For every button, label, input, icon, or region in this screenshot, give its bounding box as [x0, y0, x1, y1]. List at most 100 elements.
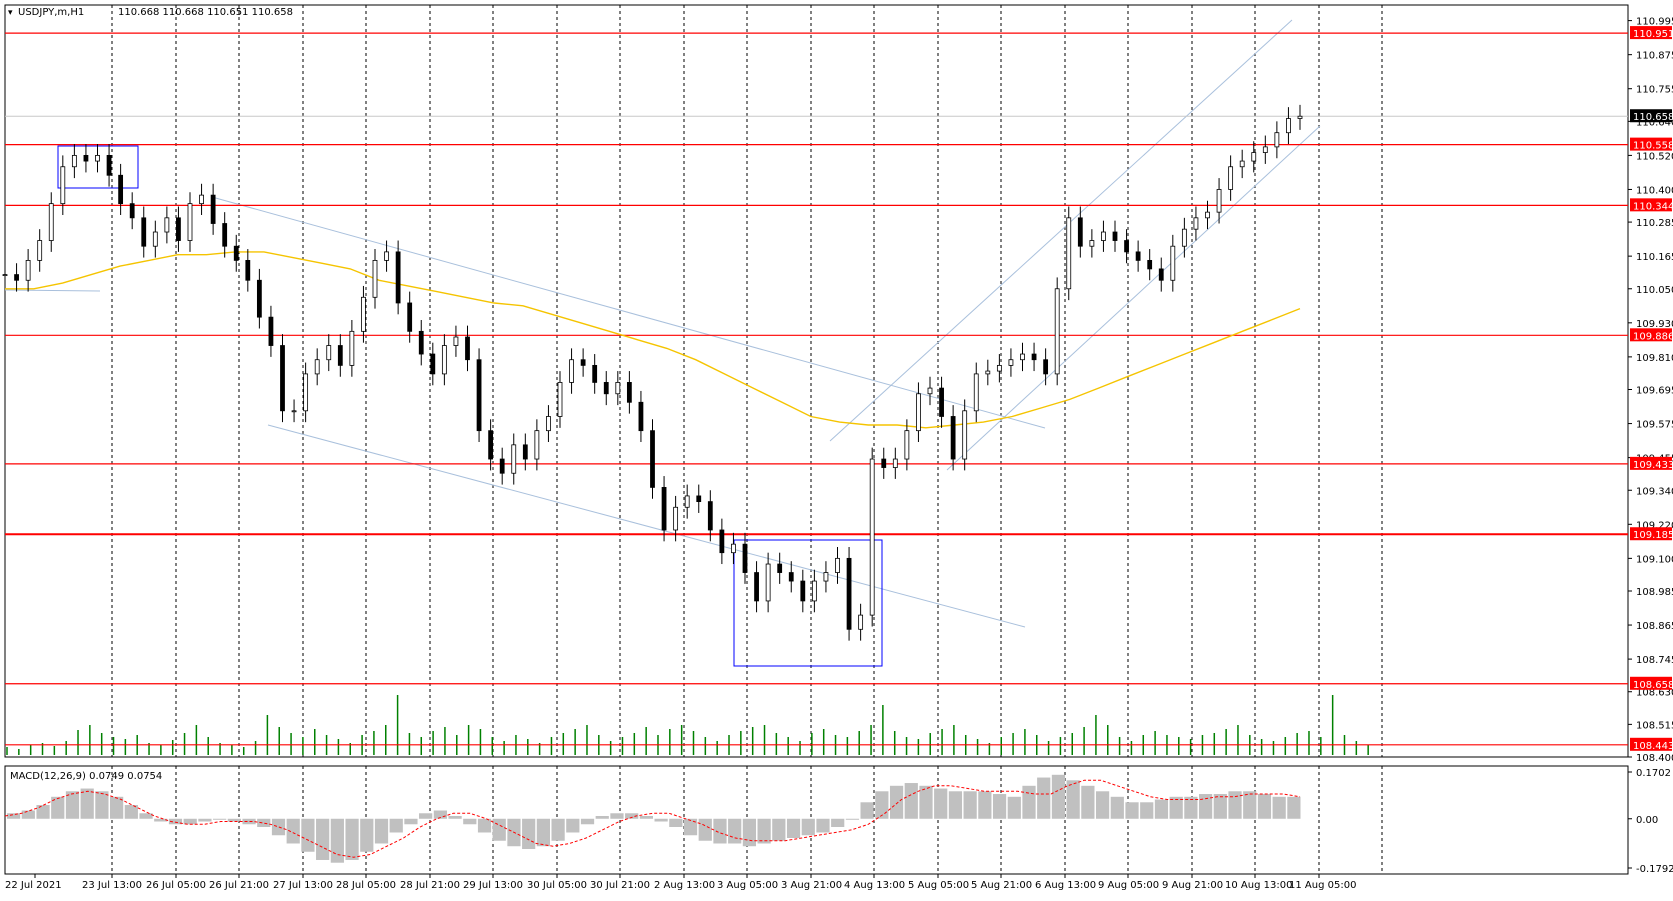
- candle-body: [1228, 166, 1234, 190]
- y-tick-label: 108.865: [1636, 621, 1673, 632]
- candle-body: [881, 458, 887, 468]
- candle-body: [1297, 115, 1303, 119]
- macd-signal-line: [4, 779, 1301, 858]
- candle-body: [1262, 146, 1268, 153]
- candle-body: [765, 563, 771, 602]
- macd-histogram-bar: [654, 818, 668, 822]
- candle-body: [210, 194, 216, 224]
- candle-body: [835, 557, 840, 573]
- level-price-tag: [1630, 527, 1672, 541]
- ohlc-readout: 110.668 110.668 110.651 110.658: [118, 7, 293, 18]
- macd-histogram-bar: [227, 818, 241, 822]
- level-price-label: 109.433: [1633, 460, 1673, 471]
- macd-histogram-bar: [522, 818, 536, 849]
- macd-y-tick-label: 0.1702: [1636, 768, 1671, 779]
- macd-histogram-bar: [1037, 777, 1051, 819]
- candle-body: [1216, 189, 1222, 213]
- candle-body: [731, 543, 736, 554]
- macd-histogram-bar: [904, 783, 918, 819]
- macd-histogram-bar: [21, 810, 35, 819]
- candle-body: [985, 370, 991, 375]
- macd-histogram-bar: [389, 818, 403, 833]
- candle-body: [361, 296, 366, 332]
- macd-histogram-bar: [198, 818, 212, 822]
- candle-body: [83, 154, 89, 162]
- macd-histogram-bar: [183, 818, 197, 825]
- macd-title: MACD(12,26,9) 0.0749 0.0754: [10, 771, 162, 782]
- macd-histogram-bar: [610, 813, 624, 819]
- macd-histogram-bar: [683, 818, 698, 836]
- macd-histogram-bar: [978, 791, 992, 819]
- y-tick-label: 110.995: [1636, 17, 1673, 28]
- macd-histogram-bar: [1022, 785, 1036, 819]
- candle-body: [869, 458, 875, 616]
- candle-body: [118, 174, 124, 205]
- macd-histogram-bar: [271, 818, 286, 836]
- candle-body: [256, 279, 262, 318]
- x-tick-label: 23 Jul 13:00: [82, 880, 142, 891]
- x-tick-label: 11 Aug 05:00: [1289, 880, 1356, 891]
- candle-body: [1274, 132, 1280, 148]
- candle-body: [754, 572, 759, 602]
- candle-body: [337, 345, 343, 366]
- macd-histogram-bar: [1095, 791, 1110, 819]
- candle-body: [1066, 217, 1072, 290]
- macd-histogram-bar: [1007, 796, 1021, 819]
- macd-histogram-bar: [463, 818, 477, 825]
- macd-histogram-bar: [816, 818, 830, 833]
- x-tick-label: 30 Jul 05:00: [527, 880, 587, 891]
- macd-histogram-bar: [345, 818, 359, 860]
- candle-body: [846, 557, 852, 630]
- candle-body: [37, 240, 43, 261]
- x-tick-label: 28 Jul 05:00: [336, 880, 396, 891]
- y-tick-label: 109.695: [1636, 386, 1673, 397]
- candle-body: [1089, 240, 1095, 247]
- candle-body: [996, 364, 1002, 372]
- macd-histogram-bar: [889, 785, 904, 819]
- macd-histogram-bar: [51, 796, 65, 819]
- candle-body: [268, 316, 274, 346]
- y-tick-label: 108.400: [1636, 753, 1673, 764]
- candle-body: [823, 572, 829, 582]
- level-price-label: 110.951: [1633, 29, 1673, 40]
- candle-body: [129, 203, 135, 219]
- macd-histogram-bar: [286, 818, 300, 844]
- candle-body: [1043, 359, 1049, 375]
- macd-histogram-bar: [1081, 785, 1095, 819]
- candle-body: [1135, 251, 1141, 261]
- macd-histogram-bar: [65, 791, 80, 819]
- candle-body: [152, 231, 158, 247]
- candle-body: [927, 387, 933, 395]
- x-tick-label: 2 Aug 13:00: [654, 880, 715, 891]
- y-tick-label: 110.165: [1636, 252, 1673, 263]
- x-tick-label: 28 Jul 21:00: [400, 880, 460, 891]
- candle-body: [858, 614, 864, 630]
- y-tick-label: 110.050: [1636, 285, 1673, 296]
- y-tick-label: 108.515: [1636, 720, 1673, 731]
- y-tick-label: 110.875: [1636, 51, 1673, 62]
- candle-body: [904, 430, 910, 460]
- candle-body: [222, 223, 228, 247]
- candle-body: [1112, 231, 1118, 241]
- candle-body: [407, 302, 413, 332]
- macd-histogram-bar: [536, 818, 550, 847]
- candle-body: [499, 458, 505, 474]
- x-tick-label: 5 Aug 05:00: [908, 880, 969, 891]
- macd-histogram-bar: [492, 818, 506, 841]
- candle-body: [303, 373, 309, 412]
- trend-channel-line: [267, 424, 1026, 628]
- candle-body: [314, 359, 320, 375]
- candle-body: [1181, 228, 1187, 247]
- candle-body: [430, 353, 436, 375]
- x-tick-label: 5 Aug 21:00: [971, 880, 1032, 891]
- candle-body: [176, 217, 181, 241]
- candle-body: [418, 330, 424, 355]
- macd-histogram-bar: [257, 818, 271, 828]
- candle-body: [1286, 118, 1291, 134]
- candle-body: [707, 501, 713, 531]
- macd-histogram-bar: [1228, 791, 1242, 819]
- candle-body: [384, 251, 389, 261]
- candle-body: [1193, 217, 1199, 230]
